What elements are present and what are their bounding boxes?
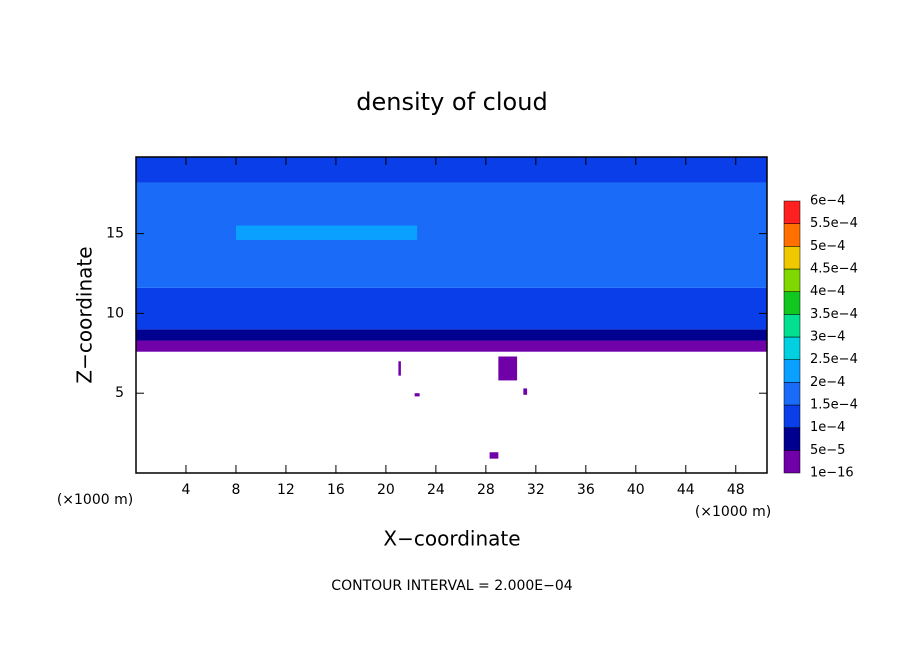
y-tick-label: 10 bbox=[106, 305, 124, 321]
x-tick-label: 20 bbox=[377, 482, 395, 498]
colorbar-swatch bbox=[783, 359, 801, 383]
contour-region bbox=[523, 388, 528, 395]
colorbar-label: 2.5e−4 bbox=[810, 352, 858, 367]
y-axis-label: Z−coordinate bbox=[73, 246, 97, 383]
x-tick-label: 44 bbox=[677, 482, 695, 498]
colorbar-label: 5.5e−4 bbox=[810, 216, 858, 231]
y-tick-label: 15 bbox=[106, 226, 124, 242]
contour-region bbox=[136, 329, 767, 341]
colorbar-swatch bbox=[783, 291, 801, 315]
colorbar-swatch bbox=[783, 427, 801, 451]
x-tick-label: 12 bbox=[277, 482, 295, 498]
colorbar-label: 4.5e−4 bbox=[810, 262, 858, 277]
contour-region bbox=[235, 225, 418, 240]
colorbar-swatch bbox=[783, 450, 801, 474]
footer-note: CONTOUR INTERVAL = 2.000E−04 bbox=[331, 578, 572, 594]
x-unit: (×1000 m) bbox=[57, 492, 133, 508]
colorbar-label: 6e−4 bbox=[810, 194, 845, 209]
x-tick-label: 28 bbox=[477, 482, 495, 498]
x-tick-label: 32 bbox=[527, 482, 545, 498]
contour-region bbox=[489, 452, 499, 459]
contour-region bbox=[136, 182, 767, 288]
x-tick-label: 24 bbox=[427, 482, 445, 498]
x-tick-label: 8 bbox=[231, 482, 240, 498]
x-tick-label: 16 bbox=[327, 482, 345, 498]
plot-frame bbox=[135, 156, 768, 474]
x-tick-label: 48 bbox=[727, 482, 745, 498]
colorbar-swatch bbox=[783, 314, 801, 338]
colorbar-swatch bbox=[783, 336, 801, 360]
x-axis-label: X−coordinate bbox=[383, 527, 520, 551]
colorbar-swatch bbox=[783, 200, 801, 224]
contour-region bbox=[498, 356, 518, 381]
contour-region bbox=[414, 393, 420, 397]
colorbar-label: 5e−5 bbox=[810, 443, 845, 458]
y-tick-label: 5 bbox=[115, 385, 124, 401]
colorbar-swatch bbox=[783, 382, 801, 406]
colorbar-swatch bbox=[783, 268, 801, 292]
colorbar-label: 3.5e−4 bbox=[810, 307, 858, 322]
colorbar-swatch bbox=[783, 246, 801, 270]
colorbar-label: 1.5e−4 bbox=[810, 398, 858, 413]
colorbar-label: 4e−4 bbox=[810, 284, 845, 299]
chart-title: density of cloud bbox=[356, 88, 547, 116]
colorbar-label: 3e−4 bbox=[810, 330, 845, 345]
contour-field bbox=[136, 157, 767, 459]
colorbar-label: 1e−16 bbox=[810, 466, 854, 481]
colorbar-label: 5e−4 bbox=[810, 239, 845, 254]
colorbar-swatch bbox=[783, 404, 801, 428]
contour-region bbox=[136, 340, 767, 352]
x-tick-label: 36 bbox=[577, 482, 595, 498]
x-unit: (×1000 m) bbox=[695, 504, 771, 520]
contour-region bbox=[136, 287, 767, 330]
x-tick-label: 4 bbox=[182, 482, 191, 498]
contour-region bbox=[398, 361, 401, 376]
x-tick-label: 40 bbox=[627, 482, 645, 498]
contour-region bbox=[136, 157, 767, 183]
colorbar-swatch bbox=[783, 223, 801, 247]
colorbar-label: 2e−4 bbox=[810, 375, 845, 390]
colorbar-label: 1e−4 bbox=[810, 420, 845, 435]
